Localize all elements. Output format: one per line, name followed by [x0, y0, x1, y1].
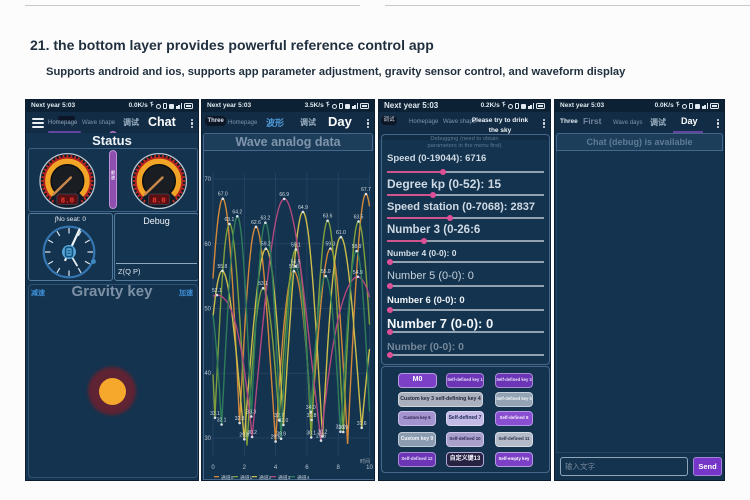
svg-text:54.9: 54.9 — [353, 270, 363, 276]
svg-text:2: 2 — [243, 465, 247, 471]
svg-text:60: 60 — [204, 242, 211, 248]
svg-text:67.0: 67.0 — [218, 192, 228, 198]
svg-text:29.9: 29.9 — [276, 432, 286, 438]
svg-text:30.2: 30.2 — [318, 430, 328, 436]
svg-text:55.8: 55.8 — [218, 264, 228, 270]
svg-text:32.3: 32.3 — [235, 416, 245, 422]
svg-text:8: 8 — [337, 465, 341, 471]
svg-text:8.0: 8.0 — [61, 198, 75, 206]
svg-text:40: 40 — [204, 371, 211, 377]
svg-text:58.9: 58.9 — [352, 244, 362, 250]
svg-text:31.0: 31.0 — [336, 425, 346, 431]
svg-text:32.1: 32.1 — [217, 418, 227, 424]
svg-text:56.5: 56.5 — [291, 259, 301, 265]
svg-text:32.7: 32.7 — [274, 413, 284, 419]
svg-text:53.1: 53.1 — [258, 281, 268, 287]
svg-text:34.0: 34.0 — [306, 405, 316, 411]
svg-text:59.2: 59.2 — [261, 242, 271, 248]
svg-text:0: 0 — [211, 465, 215, 471]
svg-text:50: 50 — [204, 307, 211, 313]
svg-text:64.9: 64.9 — [298, 205, 308, 211]
svg-text:时间: 时间 — [360, 458, 370, 465]
svg-text:66.9: 66.9 — [279, 192, 289, 198]
svg-text:30: 30 — [204, 436, 211, 442]
svg-text:70: 70 — [204, 177, 211, 183]
svg-text:55.0: 55.0 — [321, 269, 331, 275]
svg-text:67.7: 67.7 — [361, 187, 371, 193]
svg-text:30.1: 30.1 — [306, 430, 316, 436]
svg-text:通道4: 通道4 — [297, 474, 310, 480]
svg-text:通道2: 通道2 — [259, 474, 272, 480]
svg-text:55.8: 55.8 — [289, 264, 299, 270]
svg-text:30.9: 30.9 — [338, 425, 348, 431]
svg-text:通道1: 通道1 — [240, 474, 253, 480]
svg-text:63.1: 63.1 — [225, 217, 235, 223]
svg-text:61.0: 61.0 — [336, 230, 346, 236]
svg-text:52.1: 52.1 — [212, 288, 222, 294]
svg-text:33.1: 33.1 — [210, 411, 220, 417]
svg-text:8.0: 8.0 — [152, 198, 166, 206]
svg-text:59.3: 59.3 — [326, 242, 336, 248]
svg-text:63.5: 63.5 — [354, 214, 364, 220]
svg-text:33.3: 33.3 — [246, 410, 256, 416]
svg-text:32.8: 32.8 — [307, 413, 317, 419]
svg-text:64.2: 64.2 — [232, 209, 242, 215]
svg-text:62.6: 62.6 — [251, 220, 261, 226]
svg-text:10: 10 — [366, 465, 373, 471]
svg-text:63.6: 63.6 — [323, 214, 333, 220]
svg-text:6: 6 — [305, 465, 309, 471]
svg-text:29.6: 29.6 — [316, 434, 326, 440]
svg-text:29.5: 29.5 — [271, 435, 281, 441]
svg-text:4: 4 — [274, 465, 278, 471]
svg-text:通道3: 通道3 — [278, 474, 291, 480]
svg-text:31.6: 31.6 — [357, 421, 367, 427]
svg-text:32.0: 32.0 — [279, 418, 289, 424]
svg-text:29.8: 29.8 — [239, 432, 249, 438]
svg-text:30.2: 30.2 — [247, 430, 257, 436]
svg-text:59.1: 59.1 — [291, 242, 301, 248]
svg-text:通道0: 通道0 — [221, 474, 234, 480]
svg-text:63.2: 63.2 — [261, 216, 271, 222]
